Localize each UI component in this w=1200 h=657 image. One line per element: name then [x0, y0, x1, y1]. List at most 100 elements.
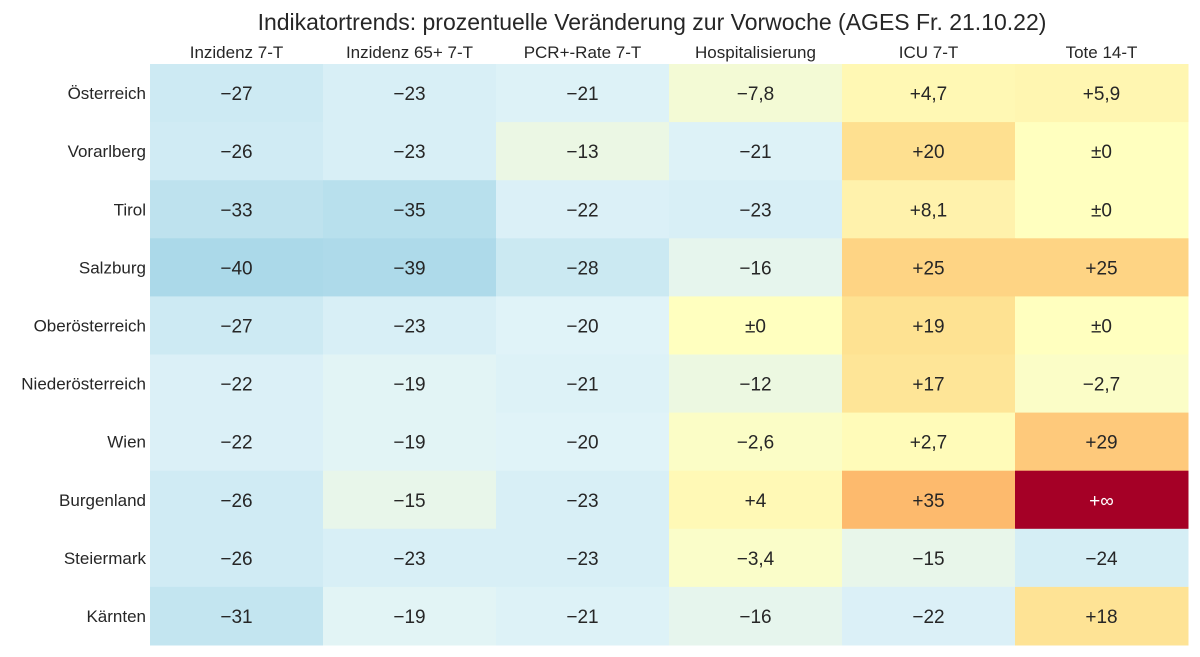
- heatmap-cell: [669, 180, 843, 239]
- cell-value-label: ±0: [745, 316, 766, 337]
- heatmap-cell: [496, 64, 670, 123]
- cell-value-label: −19: [393, 375, 425, 396]
- cell-value-label: −21: [739, 142, 771, 163]
- cell-value-label: −12: [739, 375, 771, 396]
- cell-value-label: −23: [393, 142, 425, 163]
- cell-value-label: −21: [566, 84, 598, 105]
- heatmap-cell: [150, 122, 324, 181]
- cell-value-label: +18: [1085, 607, 1117, 628]
- column-labels: Inzidenz 7-T Inzidenz 65+ 7-T PCR+-Rate 7-…: [190, 43, 1138, 62]
- heatmap-cell: [669, 412, 843, 472]
- cell-value-label: +8,1: [910, 200, 948, 221]
- heatmap-cells: [150, 64, 1189, 646]
- heatmap-cell: [669, 354, 843, 414]
- heatmap-cell: [150, 64, 324, 123]
- cell-value-label: −27: [220, 316, 252, 337]
- heatmap-cell: [150, 470, 324, 530]
- heatmap-cell: [1015, 354, 1189, 414]
- cell-value-label: −23: [566, 549, 598, 570]
- heatmap-cell: [496, 470, 670, 530]
- cell-value-label: −40: [220, 258, 252, 279]
- cell-value-label: +29: [1085, 433, 1117, 454]
- cell-value-label: −23: [739, 200, 771, 221]
- heatmap-cell: [323, 238, 497, 297]
- cell-value-label: −16: [739, 607, 771, 628]
- heatmap-cell: [669, 586, 843, 646]
- cell-value-label: −3,4: [737, 549, 775, 570]
- cell-value-label: −39: [393, 258, 425, 279]
- cell-value-label: −26: [220, 142, 252, 163]
- cell-value-label: +20: [912, 142, 944, 163]
- cell-value-label: −15: [912, 549, 944, 570]
- row-label: Wien: [107, 433, 146, 452]
- heatmap-cell: [323, 122, 497, 181]
- heatmap-cell: [323, 470, 497, 530]
- cell-value-label: −2,6: [737, 433, 775, 454]
- cell-value-label: −35: [393, 200, 425, 221]
- column-label: Inzidenz 65+ 7-T: [346, 43, 473, 62]
- heatmap-cell: [323, 412, 497, 472]
- heatmap-cell: [150, 528, 324, 588]
- cell-value-label: −16: [739, 258, 771, 279]
- cell-value-label: +5,9: [1083, 84, 1121, 105]
- row-label: Niederösterreich: [21, 375, 146, 394]
- heatmap-cell: [1015, 238, 1189, 297]
- heatmap-cell: [669, 470, 843, 530]
- row-label: Vorarlberg: [68, 142, 146, 161]
- heatmap-cell: [669, 64, 843, 123]
- cell-value-label: −7,8: [737, 84, 775, 105]
- heatmap-cell: [323, 586, 497, 646]
- column-label: PCR+-Rate 7-T: [524, 43, 642, 62]
- heatmap-cell: [323, 354, 497, 414]
- cell-value-label: −23: [566, 491, 598, 512]
- heatmap-cell: [1015, 470, 1189, 530]
- cell-value-label: −19: [393, 433, 425, 454]
- heatmap-cell: [842, 412, 1016, 472]
- cell-value-label: −22: [912, 607, 944, 628]
- heatmap-cell: [669, 122, 843, 181]
- cell-value-label: −22: [566, 200, 598, 221]
- row-label: Österreich: [68, 84, 146, 103]
- cell-value-label: −28: [566, 258, 598, 279]
- heatmap-cell: [842, 296, 1016, 355]
- cell-value-label: ±0: [1091, 200, 1112, 221]
- cell-value-label: −20: [566, 316, 598, 337]
- heatmap-cell: [323, 296, 497, 355]
- row-label: Burgenland: [59, 491, 146, 510]
- heatmap-cell: [496, 180, 670, 239]
- heatmap-cell: [1015, 64, 1189, 123]
- row-label: Oberösterreich: [34, 316, 146, 335]
- cell-value-label: −27: [220, 84, 252, 105]
- cell-value-label: −23: [393, 316, 425, 337]
- cell-value-label: −20: [566, 433, 598, 454]
- heatmap-cell: [150, 296, 324, 355]
- heatmap-cell: [496, 412, 670, 472]
- cell-value-label: +35: [912, 491, 944, 512]
- cell-value-label: +17: [912, 375, 944, 396]
- row-label: Kärnten: [86, 607, 146, 626]
- cell-value-label: +25: [912, 258, 944, 279]
- heatmap-cell: [496, 122, 670, 181]
- cell-value-label: +25: [1085, 258, 1117, 279]
- cell-value-labels: −27 −23 −21 −7,8 +4,7 +5,9 −26 −23 −13 −21 +20 ±0 −3…: [220, 84, 1120, 628]
- heatmap-cell: [323, 180, 497, 239]
- heatmap-cell: [1015, 586, 1189, 646]
- heatmap-cell: [496, 296, 670, 355]
- heatmap-cell: [150, 238, 324, 297]
- heatmap-cell: [1015, 296, 1189, 355]
- heatmap-cell: [842, 122, 1016, 181]
- heatmap-cell: [669, 296, 843, 355]
- cell-value-label: −21: [566, 607, 598, 628]
- chart-title: Indikatortrends: prozentuelle Veränderun…: [258, 9, 1047, 35]
- cell-value-label: −19: [393, 607, 425, 628]
- cell-value-label: −24: [1085, 549, 1118, 570]
- heatmap-cell: [1015, 528, 1189, 588]
- column-label: Hospitalisierung: [695, 43, 816, 62]
- heatmap-cell: [842, 238, 1016, 297]
- cell-value-label: +∞: [1089, 491, 1114, 512]
- heatmap-cell: [842, 586, 1016, 646]
- heatmap-cell: [1015, 412, 1189, 472]
- row-label: Tirol: [114, 200, 146, 219]
- row-label: Steiermark: [64, 549, 147, 568]
